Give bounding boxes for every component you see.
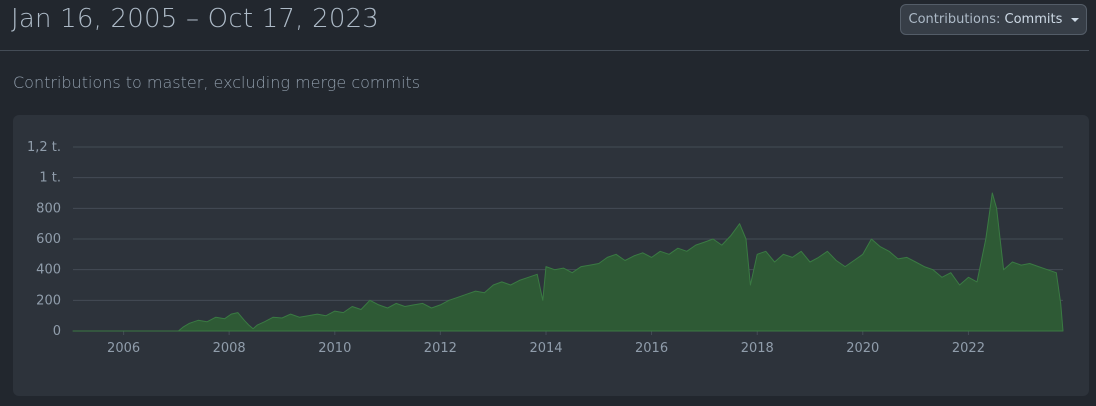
y-tick-label: 800 [36, 201, 61, 216]
y-tick-label: 600 [36, 232, 61, 247]
contributions-dropdown-button[interactable]: Contributions: Commits [900, 4, 1087, 35]
chart-subtitle: Contributions to master, excluding merge… [13, 73, 421, 92]
x-tick-label: 2022 [952, 341, 985, 356]
y-tick-label: 200 [36, 293, 61, 308]
x-tick-label: 2014 [529, 341, 562, 356]
commits-area-series [72, 192, 1064, 332]
x-tick-label: 2018 [741, 341, 774, 356]
y-tick-label: 1 t. [39, 171, 61, 186]
chart-panel: 0 200 400 600 800 1 t. 1,2 t. 2006 2008 2010 2012 2… [13, 115, 1089, 396]
caret-down-icon [1070, 17, 1079, 22]
dropdown-prefix-label: Contributions: [908, 12, 1001, 27]
y-tick-label: 400 [36, 263, 61, 278]
dropdown-value-label: Commits [1004, 12, 1063, 27]
x-tick-label: 2010 [318, 341, 351, 356]
x-tick-label: 2012 [424, 341, 457, 356]
x-tick-label: 2016 [635, 341, 668, 356]
date-range-title: Jan 16, 2005 – Oct 17, 2023 [11, 4, 380, 34]
y-tick-label: 1,2 t. [27, 140, 61, 155]
header: Jan 16, 2005 – Oct 17, 2023 Contribution… [0, 0, 1089, 51]
x-tick-label: 2006 [107, 341, 140, 356]
contributions-area-chart: 0 200 400 600 800 1 t. 1,2 t. 2006 2008 2010 2012 2… [27, 140, 1064, 356]
x-tick-label: 2020 [846, 341, 879, 356]
x-tick-label: 2008 [213, 341, 246, 356]
y-tick-label: 0 [53, 324, 61, 339]
